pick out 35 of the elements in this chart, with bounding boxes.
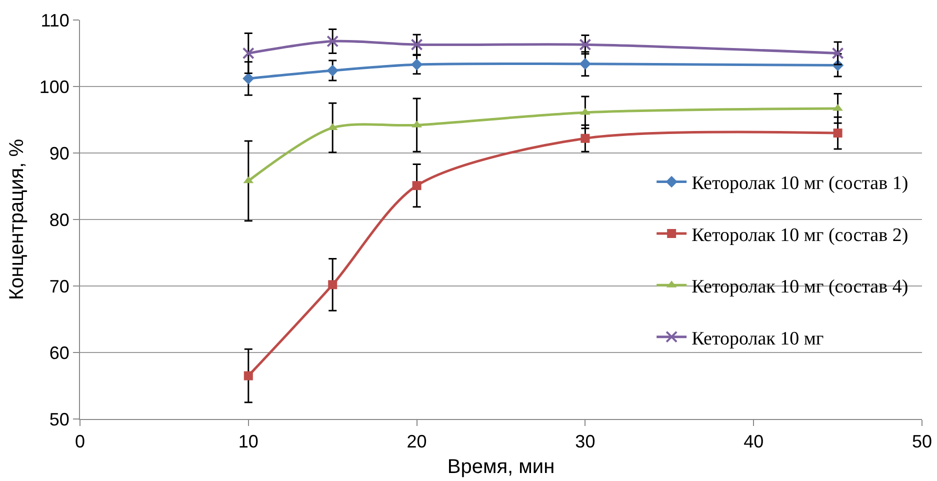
point	[579, 58, 592, 70]
legend-label: Кеторолак 10 мг	[692, 328, 824, 350]
x-tick-label: 10	[238, 432, 258, 452]
point	[244, 371, 253, 380]
point	[410, 58, 423, 70]
x-tick-label: 30	[575, 432, 596, 452]
point	[326, 64, 338, 76]
point	[580, 108, 590, 115]
point	[410, 38, 423, 51]
point	[326, 35, 339, 48]
y-tick-label: 80	[49, 210, 70, 230]
x-tick-label: 0	[74, 432, 86, 452]
y-tick-label: 60	[49, 342, 70, 363]
point	[833, 128, 842, 138]
point	[832, 47, 844, 60]
y-tick-label: 110	[40, 10, 70, 30]
point	[832, 104, 843, 111]
point	[242, 47, 254, 60]
point	[412, 181, 422, 190]
y-tick-label: 70	[49, 276, 70, 296]
legend-label: Кеторолак 10 мг (состав 4)	[692, 276, 908, 298]
y-tick-label: 50	[49, 409, 70, 430]
legend-label: Кеторолак 10 мг (состав 1)	[692, 173, 908, 194]
point	[328, 280, 338, 290]
x-axis-title: Время, мин	[447, 456, 555, 478]
y-tick-label: 90	[49, 143, 70, 164]
x-tick-label: 50	[912, 432, 932, 452]
point	[242, 72, 254, 84]
y-axis-title: Концентрация, %	[6, 138, 28, 300]
y-tick-label: 100	[39, 76, 70, 97]
x-tick-label: 40	[744, 432, 764, 452]
x-tick-label: 20	[406, 432, 427, 452]
point	[580, 134, 590, 143]
legend-label: Кеторолак 10 мг (состав 2)	[692, 224, 908, 246]
point	[579, 38, 592, 51]
